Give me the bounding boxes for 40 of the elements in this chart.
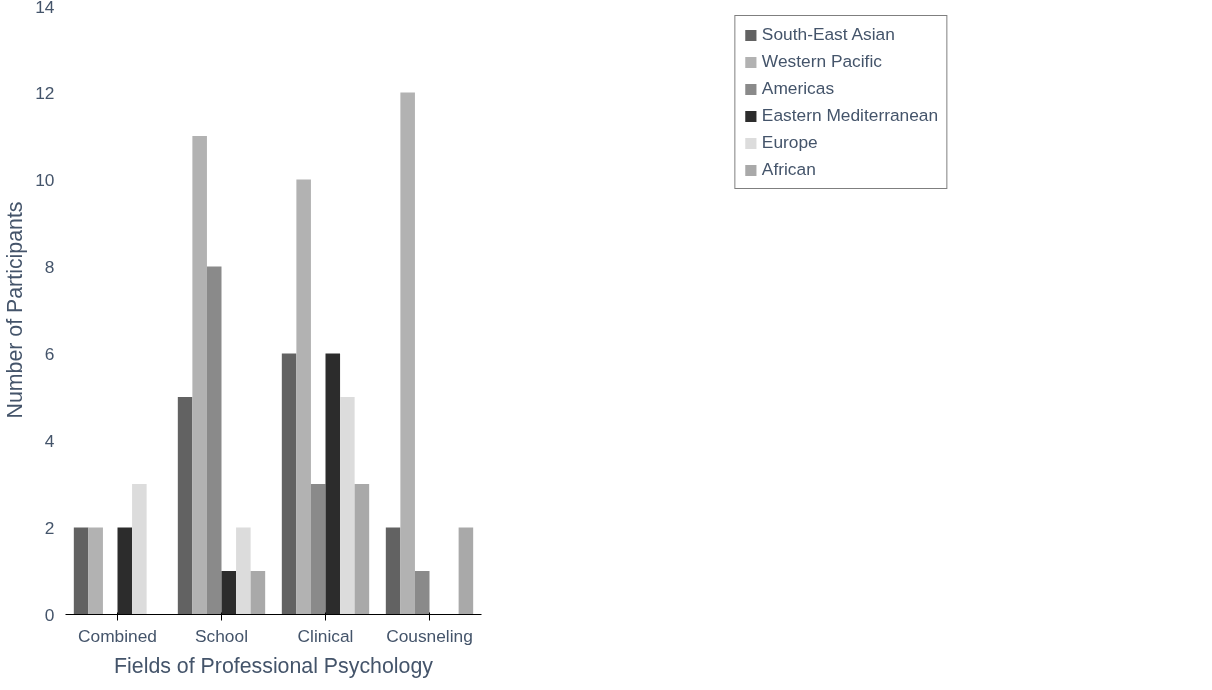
legend-label: South-East Asian <box>761 24 895 45</box>
bar <box>310 484 326 615</box>
bar <box>132 484 147 615</box>
x-tick-label: Cousneling <box>386 625 473 646</box>
legend-label: Eastern Mediterranean <box>761 105 939 126</box>
y-tick-label: 2 <box>44 517 55 538</box>
bar <box>88 527 103 615</box>
bar <box>400 92 415 615</box>
x-tick-label: School <box>195 625 248 646</box>
y-axis-title: Number of Participants <box>3 201 28 419</box>
legend-label: Europe <box>761 132 818 153</box>
bar <box>385 527 401 615</box>
bar <box>236 527 251 615</box>
y-tick-label: 12 <box>35 82 55 103</box>
y-tick-label: 14 <box>35 0 55 17</box>
legend-label: African <box>761 159 816 180</box>
bar <box>296 179 311 615</box>
bar <box>354 484 370 615</box>
x-tick-label: Combined <box>78 625 157 646</box>
bar <box>325 353 341 615</box>
bar <box>458 527 474 615</box>
bar <box>340 397 355 615</box>
x-axis-title: Fields of Professional Psychology <box>114 653 434 678</box>
y-tick-label: 0 <box>44 604 55 625</box>
bar <box>221 571 237 615</box>
y-tick-label: 4 <box>44 430 55 451</box>
bar <box>192 136 207 615</box>
y-tick-label: 6 <box>44 343 55 364</box>
bar <box>281 353 297 615</box>
y-tick-label: 10 <box>35 169 55 190</box>
legend-label: Western Pacific <box>761 51 882 72</box>
bar <box>206 266 222 615</box>
bar <box>177 397 193 615</box>
legend-label: Americas <box>761 78 835 99</box>
bar <box>250 571 266 615</box>
bar <box>73 527 89 615</box>
x-tick-label: Clinical <box>297 625 354 646</box>
y-tick-label: 8 <box>44 256 55 277</box>
bar <box>117 527 133 615</box>
bar <box>414 571 430 615</box>
